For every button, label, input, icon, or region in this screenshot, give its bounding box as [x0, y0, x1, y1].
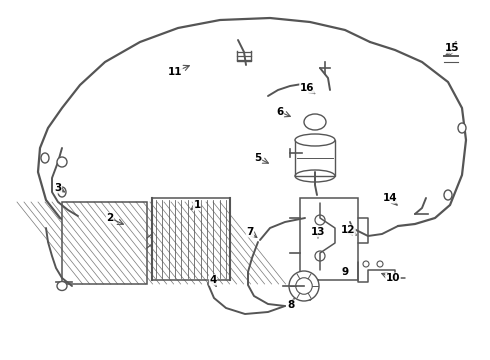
Text: 11: 11	[168, 67, 182, 77]
Bar	[62, 202, 147, 284]
Text: 10: 10	[386, 273, 400, 283]
Text: 8: 8	[287, 300, 294, 310]
Text: 12: 12	[341, 225, 355, 235]
Ellipse shape	[444, 190, 452, 200]
Text: 16: 16	[300, 83, 314, 93]
Ellipse shape	[295, 134, 335, 146]
Text: 14: 14	[383, 193, 397, 203]
Ellipse shape	[58, 187, 66, 197]
Text: 9: 9	[342, 267, 348, 277]
Text: 2: 2	[106, 213, 114, 223]
Text: 1: 1	[194, 200, 200, 210]
Text: 15: 15	[445, 43, 459, 53]
Ellipse shape	[57, 157, 67, 167]
Text: 6: 6	[276, 107, 284, 117]
Text: 7: 7	[246, 227, 254, 237]
Ellipse shape	[41, 153, 49, 163]
Text: 13: 13	[311, 227, 325, 237]
Text: 3: 3	[54, 183, 62, 193]
Circle shape	[289, 271, 319, 301]
Bar	[152, 198, 230, 280]
Text: 4: 4	[209, 275, 217, 285]
Text: 5: 5	[254, 153, 262, 163]
Bar	[295, 140, 335, 176]
Ellipse shape	[304, 114, 326, 130]
Bar	[300, 198, 358, 280]
Ellipse shape	[458, 123, 466, 133]
Ellipse shape	[57, 282, 67, 291]
